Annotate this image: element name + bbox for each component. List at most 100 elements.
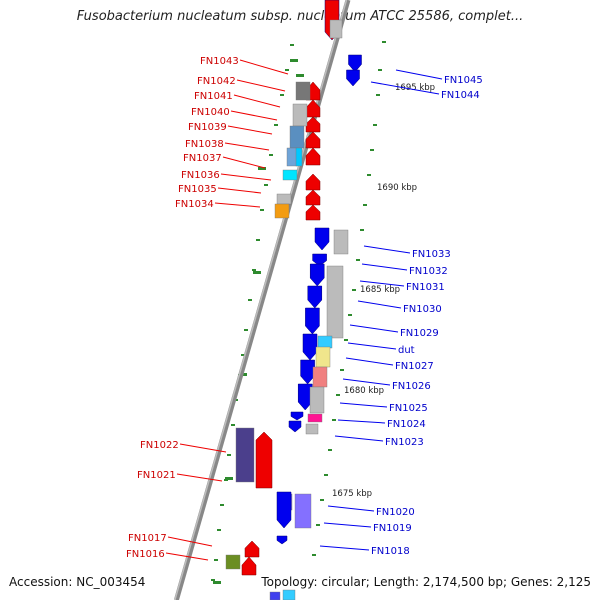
label-leader-left: [165, 552, 209, 561]
gene-label-right: FN1029: [400, 328, 439, 339]
topology-label: Topology: circular; Length: 2,174,500 bp…: [261, 575, 591, 589]
label-leader-right: [337, 419, 386, 424]
gene-box-orange: [274, 203, 290, 219]
track-dot-left: [264, 184, 268, 186]
label-leader-right: [395, 69, 443, 80]
gene-arrow-reverse: [346, 69, 360, 87]
track-dot-left: [211, 579, 215, 581]
track-dot-left: [220, 504, 224, 506]
track-dot-left: [269, 154, 273, 156]
gene-arrow-reverse: [300, 359, 315, 385]
gene-arrow-reverse: [297, 383, 313, 411]
track-dot-right: [348, 314, 352, 316]
gene-arrow-reverse: [276, 535, 288, 545]
label-leader-right: [334, 435, 384, 442]
scale-label: 1685 kbp: [360, 285, 400, 295]
gene-box-grey: [305, 423, 319, 435]
accession-label: Accession: NC_003454: [9, 575, 146, 589]
gene-box-grey: [292, 103, 308, 127]
gene-label-right: FN1025: [389, 403, 428, 414]
gene-label-right: FN1027: [395, 361, 434, 372]
gene-label-left: FN1036: [181, 170, 220, 181]
gene-label-right: FN1019: [373, 523, 412, 534]
track-dot-right: [373, 124, 377, 126]
track-dot-left: [285, 69, 289, 71]
label-leader-right: [357, 300, 402, 309]
gene-box-grey: [329, 19, 343, 39]
gene-box-grey: [333, 229, 349, 255]
track-dot-right: [370, 149, 374, 151]
track-dot-left: [252, 269, 256, 271]
track-dot-left: [256, 239, 260, 241]
backbone-line: [173, 0, 351, 600]
gene-arrow-reverse: [276, 491, 292, 529]
track-dot-right: [363, 204, 367, 206]
gene-label-left: FN1041: [194, 91, 233, 102]
track-dot-right: [367, 174, 371, 176]
track-dot-left: [227, 454, 231, 456]
gene-arrow-reverse: [312, 253, 327, 267]
track-dot-left: [260, 209, 264, 211]
label-leader-left: [236, 79, 286, 92]
major-tick: [290, 59, 298, 62]
track-dot-right: [344, 339, 348, 341]
gene-label-left: FN1022: [140, 440, 179, 451]
label-leader-right: [327, 505, 375, 512]
gene-box-violet: [294, 493, 312, 529]
gene-label-right: FN1018: [371, 546, 410, 557]
label-leader-right: [339, 402, 388, 408]
track-dot-right: [382, 41, 386, 43]
gene-label-right: FN1030: [403, 304, 442, 315]
gene-label-right: FN1026: [392, 381, 431, 392]
gene-label-left: FN1035: [178, 184, 217, 195]
track-dot-left: [231, 424, 235, 426]
gene-label-left: FN1043: [200, 56, 239, 67]
gene-box-cyan: [295, 147, 303, 167]
label-leader-right: [349, 324, 399, 333]
track-dot-right: [316, 524, 320, 526]
gene-arrow-reverse: [288, 420, 302, 433]
label-leader-left: [214, 202, 261, 208]
gene-label-left: FN1042: [197, 76, 236, 87]
track-dot-right: [336, 394, 340, 396]
label-leader-right: [361, 263, 408, 271]
track-dot-right: [324, 474, 328, 476]
major-tick: [213, 581, 221, 584]
label-leader-right: [323, 522, 372, 528]
gene-box-purple: [235, 427, 255, 483]
gene-box-cyan: [282, 169, 298, 181]
gene-box-blue: [289, 125, 305, 149]
label-leader-left: [227, 125, 273, 135]
track-dot-right: [378, 69, 382, 71]
gene-box-magenta: [307, 413, 323, 423]
track-dot-left: [248, 299, 252, 301]
track-dot-left: [217, 529, 221, 531]
gene-arrow-forward: [244, 540, 260, 558]
track-dot-left: [214, 559, 218, 561]
gene-box-grey: [309, 386, 325, 414]
gene-label-left: FN1038: [185, 139, 224, 150]
gene-box-grey: [295, 81, 311, 101]
gene-arrow-reverse: [302, 333, 318, 361]
gene-label-right: FN1045: [444, 75, 483, 86]
label-leader-left: [233, 94, 281, 108]
gene-label-right: FN1020: [376, 507, 415, 518]
track-dot-right: [360, 229, 364, 231]
gene-box-cyan: [317, 335, 333, 349]
gene-box-salmon: [312, 366, 328, 388]
gene-label-right: FN1044: [441, 90, 480, 101]
track-dot-right: [312, 554, 316, 556]
gene-arrow-forward: [255, 431, 273, 489]
scale-label: 1690 kbp: [377, 183, 417, 193]
label-leader-left: [230, 110, 278, 121]
gene-arrow-reverse: [307, 285, 323, 309]
gene-box-blue: [269, 591, 281, 600]
label-leader-left: [239, 59, 289, 75]
gene-arrow-reverse: [348, 54, 362, 73]
gene-arrow-forward: [305, 116, 321, 133]
gene-label-right: FN1031: [406, 282, 445, 293]
gene-box-blue: [286, 147, 298, 167]
label-leader-left: [222, 156, 266, 169]
gene-label-right: FN1033: [412, 249, 451, 260]
